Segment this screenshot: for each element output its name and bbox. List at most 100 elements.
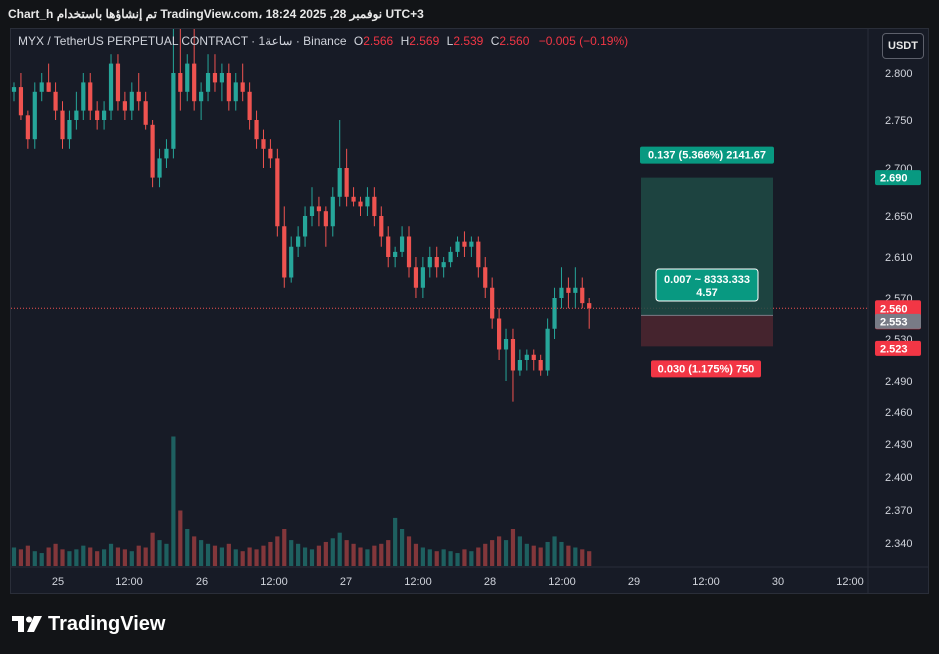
candle-body[interactable]	[261, 139, 266, 149]
candle-body[interactable]	[337, 168, 342, 197]
candle-body[interactable]	[587, 303, 592, 309]
candle-body[interactable]	[372, 196, 377, 216]
candlestick-chart[interactable]: 2.8002.7502.7002.6502.6102.5702.5302.490…	[11, 29, 928, 593]
candle-body[interactable]	[503, 339, 509, 350]
legend-high-value: 2.569	[409, 34, 440, 48]
volume-bar	[88, 547, 93, 566]
candle-body[interactable]	[316, 206, 322, 212]
candle-body[interactable]	[101, 110, 107, 120]
candle-body[interactable]	[157, 158, 162, 178]
candle-body[interactable]	[247, 91, 252, 120]
candle-body[interactable]	[282, 226, 287, 278]
candle-body[interactable]	[302, 216, 308, 237]
candle-body[interactable]	[185, 63, 190, 92]
candle-body[interactable]	[510, 339, 516, 371]
candle-body[interactable]	[420, 267, 425, 288]
candle-body[interactable]	[289, 246, 294, 278]
candle-body[interactable]	[455, 241, 460, 252]
candle-body[interactable]	[476, 241, 481, 268]
candle-body[interactable]	[469, 241, 474, 247]
candle-body[interactable]	[351, 196, 356, 202]
candle-body[interactable]	[95, 110, 100, 120]
candle-body[interactable]	[330, 196, 335, 227]
candle-body[interactable]	[497, 318, 502, 350]
candle-body[interactable]	[296, 236, 301, 247]
volume-bar	[420, 547, 425, 566]
candle-body[interactable]	[39, 82, 44, 92]
candle-body[interactable]	[108, 63, 114, 111]
candle-body[interactable]	[81, 82, 86, 111]
candle-body[interactable]	[53, 91, 58, 111]
currency-button[interactable]: USDT	[882, 33, 924, 59]
candle-body[interactable]	[365, 196, 370, 207]
candle-body[interactable]	[462, 241, 467, 247]
candle-body[interactable]	[517, 360, 522, 371]
stop-label: 0.030 (1.175%) 750	[658, 363, 755, 375]
candle-body[interactable]	[254, 120, 259, 140]
volume-bar	[434, 551, 439, 566]
candle-body[interactable]	[122, 101, 127, 111]
candle-body[interactable]	[275, 158, 280, 227]
legend-symbol[interactable]: MYX / TetherUS PERPETUAL CONTRACT · 1ساع…	[18, 34, 347, 48]
candle-body[interactable]	[226, 73, 231, 102]
candle-body[interactable]	[199, 91, 204, 102]
candle-body[interactable]	[309, 206, 315, 216]
candle-body[interactable]	[427, 257, 432, 268]
candle-body[interactable]	[524, 354, 529, 360]
candle-body[interactable]	[406, 236, 412, 268]
candle-body[interactable]	[150, 124, 155, 178]
tradingview-logo[interactable]: TradingView	[12, 612, 165, 636]
volume-bar	[476, 547, 481, 566]
candle-body[interactable]	[344, 168, 349, 197]
candle-body[interactable]	[573, 287, 578, 293]
candle-body[interactable]	[358, 201, 363, 207]
candle-body[interactable]	[483, 267, 488, 288]
candle-body[interactable]	[386, 236, 391, 258]
candle-body[interactable]	[192, 63, 197, 102]
candle-body[interactable]	[67, 120, 72, 140]
candle-body[interactable]	[46, 82, 51, 92]
candle-body[interactable]	[115, 63, 121, 102]
price-tick-label: 2.490	[885, 376, 913, 388]
candle-body[interactable]	[32, 91, 37, 140]
candle-body[interactable]	[268, 148, 273, 159]
candle-body[interactable]	[18, 87, 24, 116]
candle-body[interactable]	[240, 82, 245, 92]
candle-body[interactable]	[441, 262, 446, 268]
candle-body[interactable]	[399, 236, 405, 252]
candle-body[interactable]	[178, 73, 183, 92]
candle-body[interactable]	[566, 287, 571, 293]
candle-body[interactable]	[448, 251, 453, 263]
candle-body[interactable]	[393, 251, 398, 257]
chart-frame[interactable]: 2.800 2.750 2.700 2.650 2.610 2.570 2.530 2.490…	[10, 28, 929, 594]
loss-zone[interactable]	[641, 315, 773, 347]
candle-body[interactable]	[233, 82, 238, 102]
candle-body[interactable]	[580, 287, 585, 304]
stop-price-tag: 2.523	[880, 343, 908, 355]
volume-bar	[282, 529, 287, 566]
candle-body[interactable]	[60, 110, 65, 140]
candle-body[interactable]	[171, 73, 176, 149]
candle-body[interactable]	[531, 354, 536, 360]
candle-body[interactable]	[74, 110, 79, 120]
candle-body[interactable]	[143, 101, 148, 125]
candle-body[interactable]	[136, 91, 141, 102]
candle-body[interactable]	[413, 267, 419, 288]
candle-body[interactable]	[552, 298, 557, 329]
candle-body[interactable]	[219, 73, 224, 83]
candle-body[interactable]	[434, 257, 439, 268]
candle-body[interactable]	[538, 360, 543, 371]
candle-body[interactable]	[88, 82, 93, 111]
candle-body[interactable]	[164, 148, 169, 159]
candle-body[interactable]	[212, 73, 218, 83]
candle-body[interactable]	[490, 287, 495, 319]
candle-body[interactable]	[205, 73, 211, 92]
candle-body[interactable]	[25, 115, 30, 140]
candle-body[interactable]	[545, 328, 550, 371]
candle-body[interactable]	[323, 211, 328, 227]
candle-body[interactable]	[379, 216, 384, 237]
volume-bar	[393, 517, 398, 566]
candle-body[interactable]	[129, 91, 134, 111]
candle-body[interactable]	[11, 87, 17, 92]
candle-body[interactable]	[559, 287, 564, 298]
